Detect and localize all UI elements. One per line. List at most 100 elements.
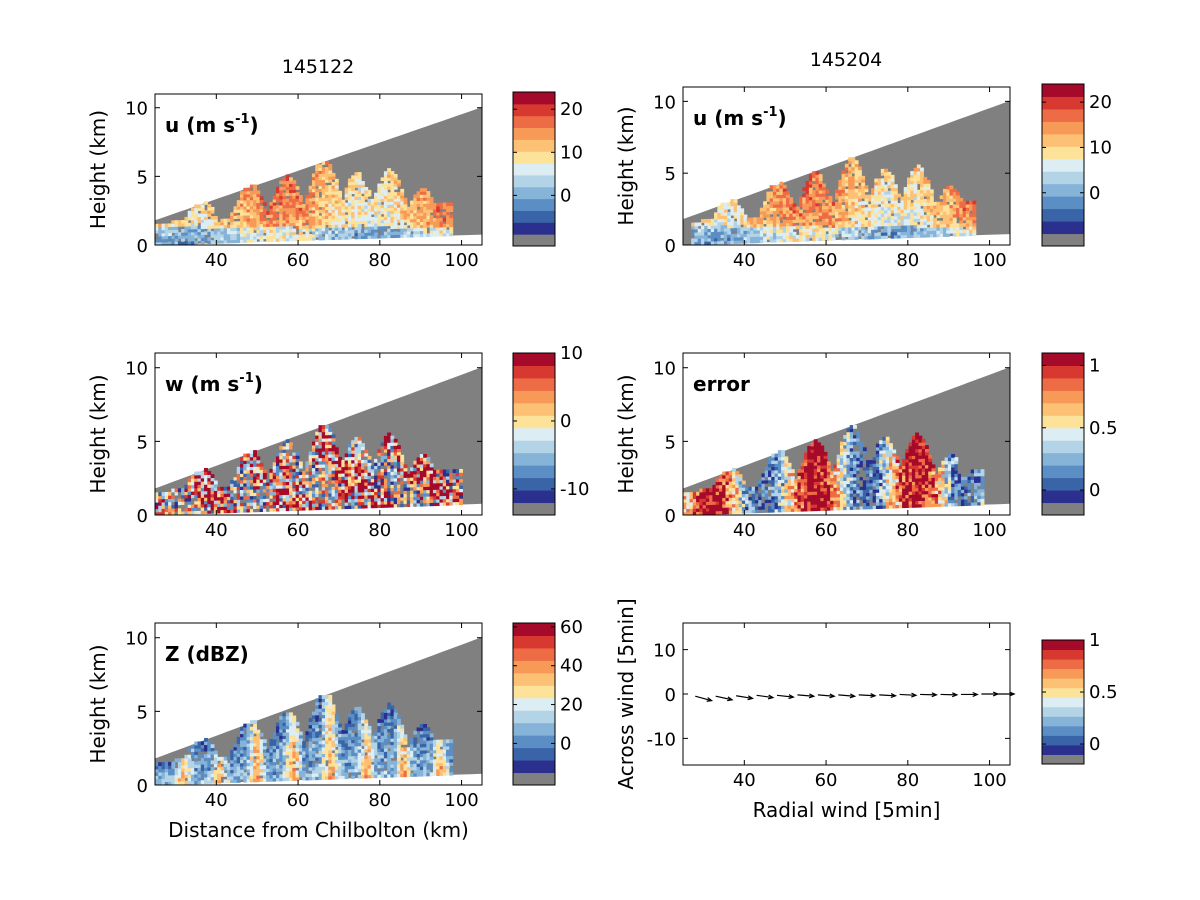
heatmap-cell <box>854 182 859 187</box>
heatmap-cell <box>318 454 323 459</box>
heatmap-cell <box>289 201 293 206</box>
heatmap-cell <box>380 494 385 499</box>
heatmap-cell <box>854 198 859 202</box>
heatmap-cell <box>910 221 915 226</box>
heatmap-cell <box>723 237 728 242</box>
heatmap-cell <box>754 486 759 491</box>
heatmap-cell <box>334 473 339 478</box>
heatmap-cell <box>279 192 284 197</box>
heatmap-cell <box>243 482 248 487</box>
heatmap-cell <box>771 499 776 503</box>
heatmap-cell <box>900 234 905 239</box>
heatmap-cell <box>177 491 182 496</box>
heatmap-cell <box>190 507 195 512</box>
heatmap-cell <box>367 189 372 194</box>
heatmap-cell <box>897 209 902 214</box>
heatmap-cell <box>913 183 918 188</box>
heatmap-cell <box>854 195 859 199</box>
heatmap-cell <box>828 230 833 235</box>
heatmap-cell <box>354 178 359 182</box>
heatmap-cell <box>426 502 431 507</box>
heatmap-cell <box>230 502 235 507</box>
heatmap-cell <box>181 241 186 245</box>
heatmap-cell <box>720 221 725 226</box>
heatmap-cell <box>879 479 884 483</box>
heatmap-cell <box>800 485 805 489</box>
heatmap-cell <box>722 503 727 508</box>
heatmap-cell <box>266 235 271 240</box>
heatmap-cell <box>246 196 251 201</box>
heatmap-cell <box>779 235 784 240</box>
heatmap-cell <box>315 224 320 229</box>
heatmap-cell <box>321 438 326 442</box>
heatmap-cell <box>849 441 854 446</box>
heatmap-cell <box>807 455 812 460</box>
heatmap-cell <box>851 217 856 222</box>
heatmap-cell <box>419 496 424 501</box>
heatmap-cell <box>833 496 838 501</box>
heatmap-cell <box>789 219 794 224</box>
heatmap-cell <box>802 225 807 229</box>
heatmap-cell <box>387 228 392 233</box>
heatmap-cell <box>285 484 290 489</box>
heatmap-cell <box>374 484 378 489</box>
heatmap-cell <box>446 217 450 222</box>
heatmap-cell <box>390 192 395 196</box>
heatmap-cell <box>890 181 895 185</box>
heatmap-cell <box>887 222 892 227</box>
heatmap-cell <box>220 503 225 507</box>
heatmap-cell <box>328 170 333 174</box>
heatmap-cell <box>722 497 727 502</box>
heatmap-cell <box>200 207 205 211</box>
heatmap-cell <box>302 234 307 238</box>
heatmap-cell <box>347 463 352 467</box>
heatmap-cell <box>357 456 362 461</box>
heatmap-cell <box>416 493 421 497</box>
heatmap-cell <box>877 225 882 230</box>
heatmap-cell <box>910 174 915 178</box>
heatmap-cell <box>426 483 431 487</box>
heatmap-cell <box>812 190 817 194</box>
heatmap-cell <box>965 229 970 233</box>
heatmap-cell <box>318 460 323 465</box>
heatmap-cell <box>275 198 280 203</box>
heatmap-cell <box>856 453 861 458</box>
heatmap-cell <box>246 505 251 510</box>
heatmap-cell <box>704 228 709 233</box>
heatmap-cell <box>413 197 418 202</box>
heatmap-cell <box>311 230 316 235</box>
heatmap-cell <box>256 235 261 240</box>
heatmap-cell <box>305 231 310 235</box>
heatmap-cell <box>939 223 944 228</box>
heatmap-cell <box>347 472 352 477</box>
heatmap-cell <box>871 203 875 208</box>
heatmap-cell <box>910 234 915 239</box>
heatmap-cell <box>328 215 333 219</box>
heatmap-cell <box>751 502 756 507</box>
heatmap-cell <box>213 231 218 235</box>
heatmap-cell <box>823 464 828 469</box>
heatmap-cell <box>210 216 215 220</box>
heatmap-cell <box>292 497 297 502</box>
heatmap-cell <box>181 238 186 242</box>
heatmap-cell <box>807 452 812 457</box>
heatmap-cell <box>275 491 280 496</box>
heatmap-cell <box>338 211 342 216</box>
heatmap-cell <box>784 466 789 471</box>
heatmap-cell <box>361 491 365 496</box>
heatmap-cell <box>380 225 385 230</box>
heatmap-cell <box>871 235 875 240</box>
heatmap-cell <box>839 467 844 472</box>
heatmap-cell <box>869 463 874 468</box>
heatmap-cell <box>334 450 339 455</box>
heatmap-cell <box>782 229 787 233</box>
heatmap-cell <box>256 479 261 483</box>
heatmap-cell <box>331 437 336 442</box>
heatmap-cell <box>390 186 395 190</box>
heatmap-cell <box>207 231 212 235</box>
heatmap-cell <box>738 503 743 508</box>
heatmap-cell <box>279 216 284 221</box>
heatmap-cell <box>380 210 385 215</box>
heatmap-cell <box>315 470 320 475</box>
heatmap-cell <box>328 463 333 468</box>
